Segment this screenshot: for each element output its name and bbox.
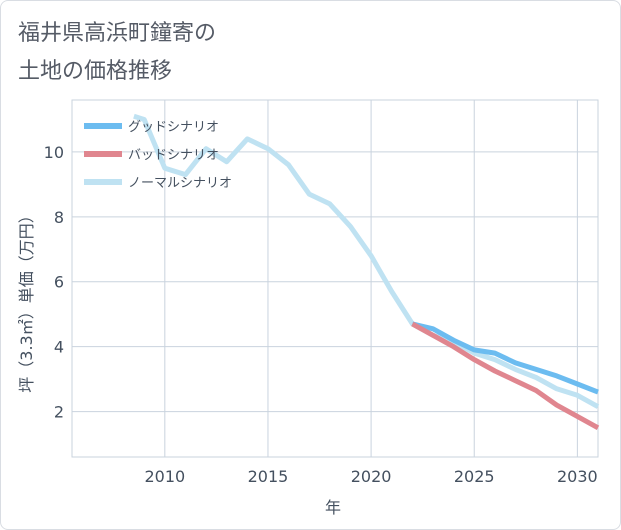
x-tick-label: 2010 [144,467,185,486]
x-tick-label: 2030 [557,467,598,486]
chart-title: 福井県高浜町鐘寄の 土地の価格推移 [18,21,217,84]
x-tick-label: 2020 [351,467,392,486]
y-axis-ticks: 2 4 6 8 10 [44,143,64,422]
legend-label: グッドシナリオ [128,120,219,135]
x-axis-ticks: 2010 2015 2020 2025 2030 [144,467,597,486]
legend-label: バッドシナリオ [128,148,219,163]
y-tick-label: 6 [54,273,64,292]
plot-frame [71,99,599,458]
series-lines [133,113,600,430]
x-tick-label: 2025 [454,467,495,486]
series-line-2 [133,113,600,409]
x-tick-label: 2015 [248,467,289,486]
y-tick-label: 10 [44,143,64,162]
series-line-1 [411,321,600,430]
y-tick-label: 2 [54,403,64,422]
y-tick-label: 8 [54,208,64,227]
y-axis-label: 坪（3.3㎡）単価（万円） [17,207,36,392]
x-axis-label: 年 [325,498,341,517]
legend-label: ノーマルシナリオ [128,176,232,191]
y-tick-label: 4 [54,338,64,357]
series-line-0 [411,321,599,395]
